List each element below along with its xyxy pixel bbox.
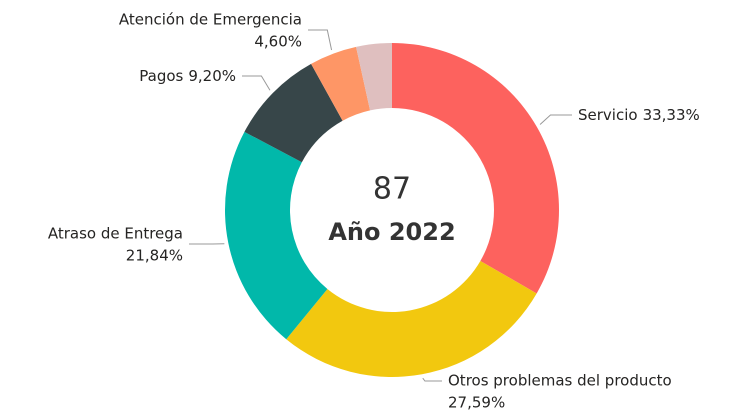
center-subtitle: Año 2022: [328, 218, 455, 246]
slice-label: Otros problemas del producto: [448, 372, 672, 390]
donut-slice: [356, 43, 392, 111]
leader-line: [308, 29, 333, 51]
donut-slice: [225, 131, 328, 340]
slice-value: 21,84%: [126, 247, 183, 265]
leader-line: [539, 114, 572, 125]
slice-label-group: Servicio 33,33%: [578, 106, 700, 124]
leader-line: [242, 75, 271, 91]
donut-slice: [392, 43, 559, 294]
slice-label-group: Pagos 9,20%: [139, 67, 236, 85]
slice-value: 27,59%: [448, 394, 505, 412]
slice-label: Atención de Emergencia: [119, 11, 302, 29]
leader-line: [422, 377, 442, 382]
donut-slice: [311, 46, 371, 121]
slice-label: Servicio: [578, 106, 638, 124]
slice-value: 9,20%: [188, 67, 236, 85]
center-total: 87: [373, 172, 411, 207]
slice-value: 33,33%: [643, 106, 700, 124]
slice-value: 4,60%: [254, 33, 302, 51]
slice-label: Pagos: [139, 67, 183, 85]
donut-slice: [286, 260, 537, 378]
donut-slice: [244, 63, 343, 163]
slice-label: Atraso de Entrega: [48, 225, 183, 243]
